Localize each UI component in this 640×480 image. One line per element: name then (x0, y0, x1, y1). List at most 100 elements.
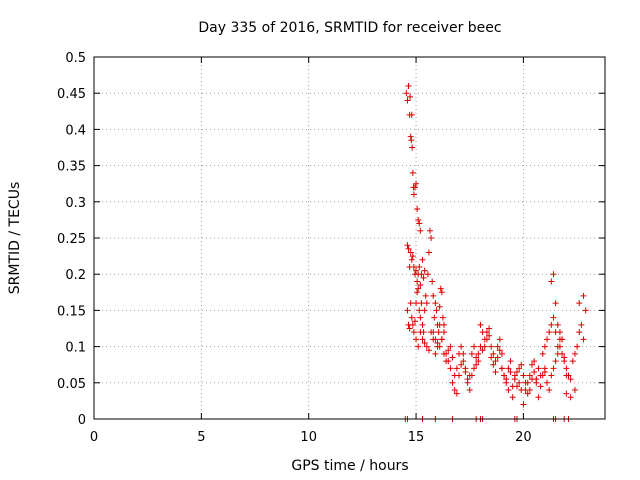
data-point (408, 137, 415, 144)
data-point (541, 368, 548, 375)
data-point (578, 321, 585, 328)
data-point (479, 347, 486, 354)
plot-frame (93, 56, 606, 420)
data-point (421, 307, 428, 314)
data-point (417, 282, 424, 289)
data-point (488, 343, 495, 350)
data-point (413, 267, 420, 274)
y-tick-label: 0.15 (57, 304, 86, 319)
data-point (460, 358, 467, 365)
data-point (407, 133, 414, 140)
data-point (405, 245, 412, 252)
data-point (415, 216, 422, 223)
data-point (429, 278, 436, 285)
data-point (445, 347, 452, 354)
data-point (420, 274, 427, 281)
data-point (548, 278, 555, 285)
data-point (410, 263, 417, 270)
data-point (488, 354, 495, 361)
data-point (507, 368, 514, 375)
data-point (416, 220, 423, 227)
data-point (428, 235, 435, 241)
data-point (565, 372, 572, 379)
data-point (582, 307, 589, 314)
data-point (548, 372, 555, 379)
data-point (464, 376, 471, 383)
data-point (432, 300, 439, 307)
data-point (496, 336, 503, 343)
data-point (445, 358, 452, 365)
data-point (416, 307, 423, 314)
data-point (516, 365, 523, 372)
data-point (520, 372, 527, 379)
data-point (435, 329, 442, 336)
data-point (427, 227, 434, 234)
data-point (449, 379, 456, 386)
data-point (458, 343, 465, 350)
y-axis-label: SRMTID / TECUs (7, 182, 23, 295)
y-tick-label: 0.5 (65, 51, 86, 66)
data-point (486, 332, 493, 339)
data-point (567, 394, 574, 401)
data-point (544, 336, 551, 343)
data-point (421, 339, 428, 346)
data-point (414, 289, 421, 296)
data-point (453, 365, 460, 372)
data-point (407, 93, 414, 100)
data-point (409, 253, 416, 260)
data-point (453, 390, 460, 397)
data-point (413, 180, 420, 187)
data-point (477, 321, 484, 328)
data-point (492, 368, 499, 375)
data-point (440, 350, 447, 357)
data-point (425, 249, 432, 256)
data-point (440, 329, 447, 336)
axes: 0 0.05 0.1 0.15 0.2 0.25 0.3 0.35 0.4 0.45 0.5 0 5 10… (57, 51, 605, 445)
data-point (458, 361, 465, 368)
data-point (531, 358, 538, 365)
data-point (503, 379, 510, 386)
data-point (544, 379, 551, 386)
data-point (406, 325, 413, 332)
data-point (537, 383, 544, 390)
data-point (405, 82, 412, 89)
data-point (509, 394, 516, 401)
data-point (430, 329, 437, 336)
data-point (561, 358, 568, 365)
data-point (494, 343, 501, 350)
data-point (404, 242, 411, 249)
data-point (456, 372, 462, 379)
data-point (447, 365, 454, 372)
data-point (507, 358, 514, 365)
data-point (494, 354, 501, 361)
data-point (552, 358, 559, 365)
data-point (438, 289, 445, 296)
data-point (438, 336, 445, 343)
data-point (475, 358, 482, 365)
data-point (403, 90, 410, 97)
data-point (451, 387, 458, 394)
data-point (511, 376, 518, 383)
x-tick-label: 5 (197, 430, 205, 445)
data-point (409, 321, 416, 328)
data-point (410, 329, 417, 336)
data-point (425, 347, 432, 354)
data-point (541, 343, 548, 350)
y-tick-label: 0.45 (57, 87, 86, 102)
data-point (505, 387, 512, 394)
data-point (498, 365, 505, 372)
y-tick-label: 0.05 (57, 377, 86, 392)
data-point (408, 314, 415, 321)
data-point (571, 387, 578, 394)
data-point (411, 318, 418, 325)
data-point (410, 191, 417, 198)
data-point (580, 336, 587, 343)
data-point (537, 372, 544, 379)
data-point (550, 365, 557, 372)
data-point (471, 343, 478, 350)
data-point (498, 350, 505, 357)
data-point (433, 307, 440, 314)
grid (94, 57, 605, 419)
data-point (546, 387, 553, 394)
